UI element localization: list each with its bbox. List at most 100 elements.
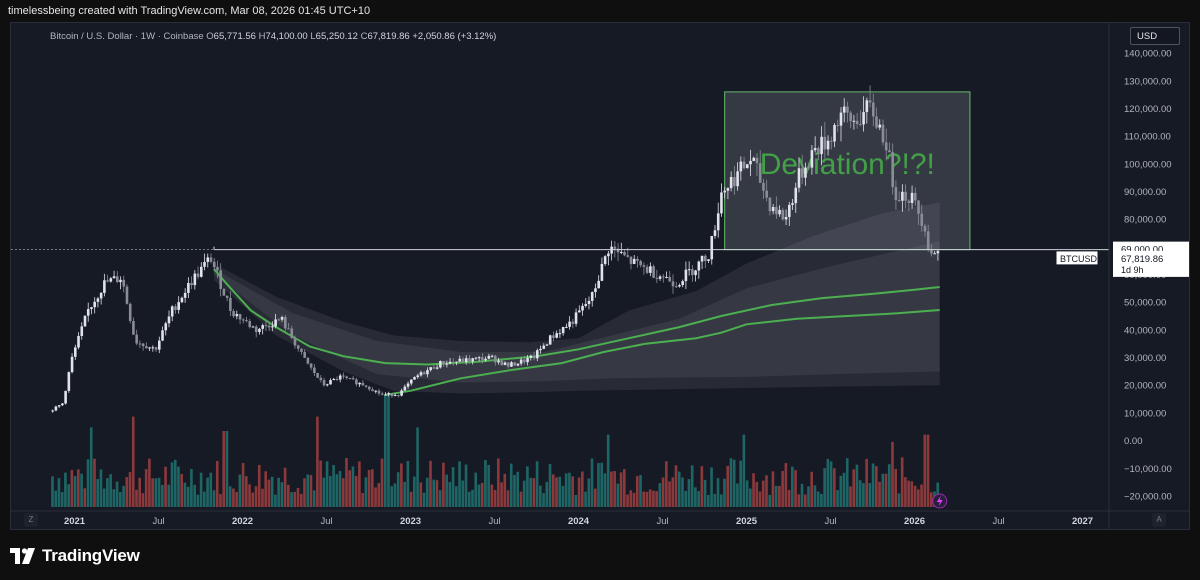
volume-bar bbox=[826, 458, 830, 507]
close-key: C bbox=[360, 31, 368, 42]
candle-body bbox=[697, 261, 701, 271]
volume-bar bbox=[329, 476, 332, 507]
volume-bar bbox=[361, 493, 364, 507]
volume-bar bbox=[700, 466, 704, 507]
candle-body bbox=[477, 357, 481, 359]
candle-body bbox=[684, 269, 688, 282]
volume-bar bbox=[383, 395, 387, 507]
volume-bar bbox=[115, 481, 119, 507]
candle-body bbox=[267, 325, 271, 328]
candle-body bbox=[913, 192, 917, 201]
tradingview-logo-icon bbox=[10, 548, 35, 564]
candle-body bbox=[493, 355, 497, 363]
candle-body bbox=[426, 370, 429, 375]
volume-bar bbox=[568, 472, 571, 507]
candle-body bbox=[926, 231, 930, 250]
candle-body bbox=[409, 379, 413, 384]
volume-bar bbox=[768, 494, 772, 507]
candle-body bbox=[403, 386, 407, 391]
candle-body bbox=[51, 410, 54, 412]
volume-bar bbox=[348, 470, 352, 507]
volume-bar bbox=[823, 468, 826, 507]
candle-body bbox=[180, 297, 184, 303]
volume-bar bbox=[122, 485, 125, 507]
candle-body bbox=[358, 382, 361, 385]
candle-body bbox=[132, 320, 135, 335]
candle-body bbox=[351, 378, 355, 380]
open-key: O bbox=[206, 31, 214, 42]
volume-bar bbox=[232, 488, 235, 507]
candle-body bbox=[694, 270, 697, 276]
volume-bar bbox=[325, 461, 329, 507]
volume-bar bbox=[186, 486, 190, 507]
candle-body bbox=[161, 330, 164, 341]
candle-body bbox=[183, 292, 187, 298]
volume-bar bbox=[726, 465, 730, 507]
volume-bar bbox=[413, 476, 416, 507]
volume-bar bbox=[894, 468, 898, 507]
volume-bar bbox=[442, 462, 445, 507]
chart-svg[interactable]: Deviation?!?! 140,000.00 130,000.00 120,00… bbox=[11, 23, 1189, 529]
volume-bar bbox=[577, 477, 581, 507]
currency-button[interactable]: USD bbox=[1130, 27, 1180, 45]
volume-bar bbox=[758, 491, 762, 507]
volume-bar bbox=[555, 477, 558, 507]
candle-body bbox=[277, 319, 281, 321]
candle-body bbox=[167, 316, 171, 324]
candle-body bbox=[390, 393, 394, 396]
candle-body bbox=[636, 258, 639, 261]
symbol-tag bbox=[1055, 250, 1099, 266]
volume-bar bbox=[632, 492, 636, 507]
candle-body bbox=[503, 362, 507, 366]
volume-bar bbox=[173, 459, 177, 507]
volume-bar bbox=[526, 466, 529, 507]
candle-body bbox=[329, 380, 332, 385]
volume-bar bbox=[264, 471, 268, 507]
candle-body bbox=[920, 213, 924, 226]
candle-body bbox=[713, 230, 717, 236]
candle-body bbox=[235, 314, 239, 317]
volume-bar bbox=[341, 478, 345, 507]
volume-bar bbox=[487, 464, 490, 507]
volume-bar bbox=[849, 486, 852, 507]
candle-body bbox=[817, 148, 820, 155]
volume-bar bbox=[820, 493, 823, 507]
volume-bar bbox=[474, 472, 478, 507]
candle-body bbox=[106, 280, 109, 282]
volume-bar bbox=[791, 466, 794, 507]
volume-bar bbox=[109, 474, 112, 507]
volume-bar bbox=[131, 416, 135, 507]
chart-frame[interactable]: Deviation?!?! 140,000.00 130,000.00 120,00… bbox=[10, 22, 1190, 530]
time-tick-label: Jul bbox=[320, 516, 332, 527]
auto-scale-button[interactable]: A bbox=[1152, 513, 1166, 527]
volume-bar bbox=[425, 477, 429, 507]
candle-body bbox=[907, 200, 911, 203]
price-tick-label: −10,000.00 bbox=[1124, 464, 1172, 475]
time-tick-label: 2025 bbox=[736, 516, 758, 527]
candle-body bbox=[154, 347, 158, 350]
candle-body bbox=[736, 171, 739, 187]
volume-bar bbox=[70, 470, 74, 507]
candle-body bbox=[416, 375, 420, 378]
level-price-text: 69,000.00 bbox=[1121, 245, 1163, 256]
volume-bar bbox=[710, 467, 713, 507]
volume-bar bbox=[635, 476, 639, 507]
time-tick-label: 2021 bbox=[64, 516, 86, 527]
zoom-scale-button[interactable]: Z bbox=[24, 513, 38, 527]
price-tick-label: 20,000.00 bbox=[1124, 381, 1166, 392]
volume-bar bbox=[157, 477, 161, 507]
volume-bar bbox=[910, 481, 914, 507]
volume-bar bbox=[64, 472, 67, 507]
volume-bar bbox=[96, 479, 100, 507]
symbol-legend[interactable]: Bitcoin / U.S. Dollar · 1W · Coinbase O6… bbox=[50, 31, 496, 42]
candle-body bbox=[367, 386, 371, 390]
volume-bar bbox=[703, 479, 707, 507]
candle-body bbox=[829, 140, 833, 142]
volume-bar bbox=[251, 492, 255, 507]
candle-body bbox=[290, 328, 294, 338]
volume-bar bbox=[364, 477, 368, 507]
volume-bar bbox=[367, 469, 371, 507]
candle-body bbox=[749, 160, 752, 165]
candle-body bbox=[800, 168, 804, 178]
volume-bar bbox=[739, 460, 742, 507]
